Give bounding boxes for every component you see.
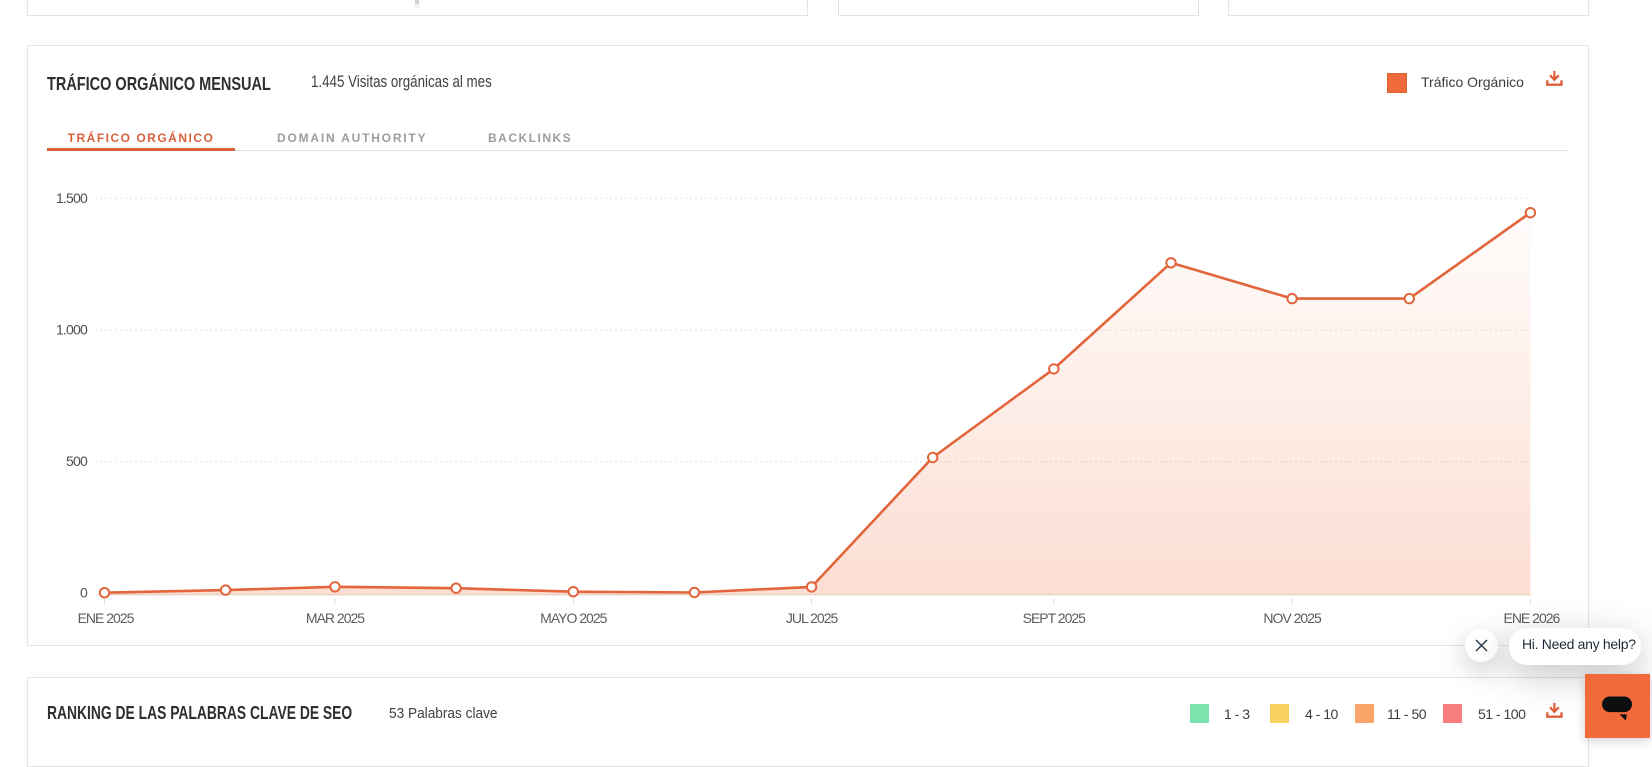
svg-text:NOV 2025: NOV 2025 (1263, 610, 1322, 626)
svg-text:SEPT 2025: SEPT 2025 (1023, 610, 1087, 626)
svg-text:500: 500 (66, 453, 88, 469)
svg-text:MAR 2025: MAR 2025 (306, 610, 365, 626)
svg-text:1.500: 1.500 (56, 190, 88, 206)
svg-text:1.000: 1.000 (56, 322, 88, 338)
svg-text:ENE 2026: ENE 2026 (1503, 610, 1560, 626)
svg-text:JUL 2025: JUL 2025 (786, 610, 839, 626)
svg-text:ENE 2025: ENE 2025 (78, 610, 135, 626)
svg-text:MAYO 2025: MAYO 2025 (540, 610, 607, 626)
svg-text:0: 0 (80, 584, 88, 600)
